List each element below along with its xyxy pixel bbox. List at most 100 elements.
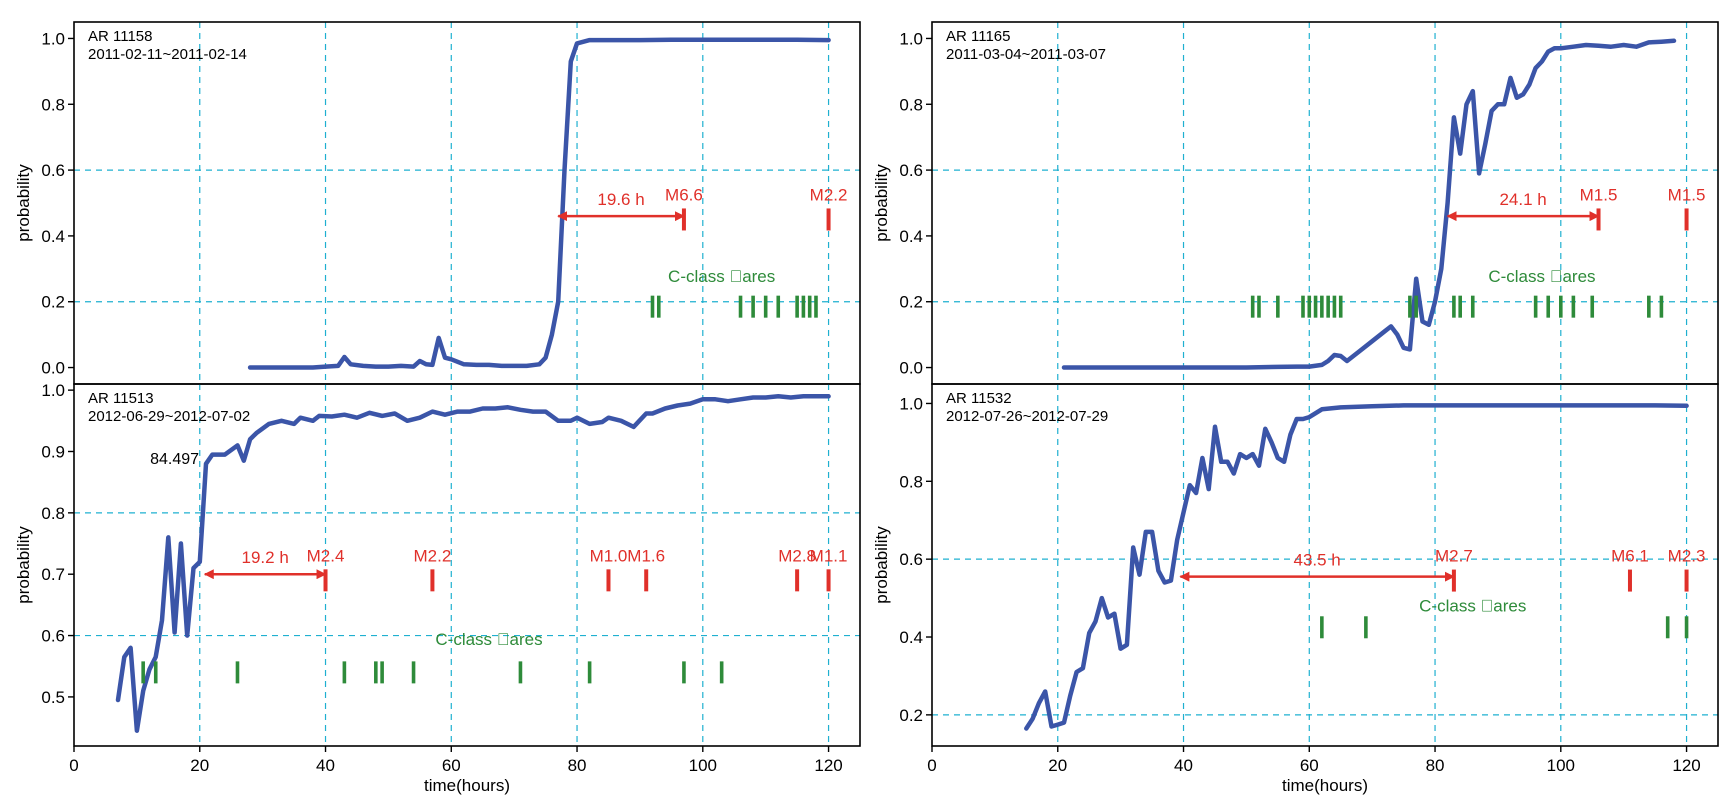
c-flare-marker xyxy=(1301,295,1305,318)
m-flare-marker xyxy=(1596,208,1601,231)
m-flare-marker xyxy=(1684,569,1689,592)
probability-curve xyxy=(115,394,831,733)
value-annotation: 84.497 xyxy=(150,451,199,468)
c-flare-marker xyxy=(1257,295,1261,318)
y-tick-label: 1.0 xyxy=(41,381,65,400)
lead-time-label: 24.1 h xyxy=(1499,190,1546,209)
y-tick-label: 0.5 xyxy=(41,688,65,707)
c-flare-marker xyxy=(1665,616,1670,639)
y-tick-label: 0.2 xyxy=(899,293,923,312)
y-tick-label: 0.0 xyxy=(41,359,65,378)
m-flare-marker xyxy=(795,569,800,592)
x-tick-label: 100 xyxy=(1547,756,1575,775)
c-flare-marker xyxy=(1276,295,1280,318)
m-flare-label: M6.1 xyxy=(1611,547,1649,566)
x-axis-label: time(hours) xyxy=(1282,776,1368,795)
c-flare-marker xyxy=(1414,295,1418,318)
x-tick-label: 0 xyxy=(927,756,936,775)
x-axis-label: time(hours) xyxy=(424,776,510,795)
x-tick-label: 40 xyxy=(1174,756,1193,775)
m-flare-label: M2.7 xyxy=(1435,547,1473,566)
m-flare-label: M6.6 xyxy=(665,185,703,204)
c-flare-marker xyxy=(1364,616,1368,639)
y-tick-label: 0.4 xyxy=(899,628,923,647)
m-flare-marker xyxy=(1627,569,1632,592)
x-tick-label: 80 xyxy=(1426,756,1445,775)
region-label: AR 11532 xyxy=(946,390,1012,407)
c-flare-label: C-class  ares xyxy=(1419,597,1526,616)
date-range-label: 2012-06-29~2012-07-02 xyxy=(88,408,250,425)
y-tick-label: 0.6 xyxy=(899,161,923,180)
c-flare-marker xyxy=(763,295,768,318)
x-tick-label: 60 xyxy=(1300,756,1319,775)
m-flare-marker xyxy=(1451,569,1456,592)
c-flare-marker xyxy=(719,661,724,684)
chart-panel-top-right: 0.0 0.2 0.4 0.6 0.8 1.0 probability AR 11165201… xyxy=(872,21,1719,385)
c-flare-marker xyxy=(374,661,378,684)
c-flare-marker xyxy=(380,661,384,684)
c-flare-marker xyxy=(1559,295,1563,318)
chart-panel-bottom-right: 0.2 0.4 0.6 0.8 1.0 0 20 40 60 80 100 120 probabilit… xyxy=(872,383,1719,795)
c-flare-marker xyxy=(776,295,781,318)
date-range-label: 2011-03-04~2011-03-07 xyxy=(946,46,1106,63)
c-flare-marker xyxy=(1684,616,1689,639)
axes-frame xyxy=(73,21,861,385)
c-flare-label: C-class  ares xyxy=(1488,267,1595,286)
y-tick-label: 1.0 xyxy=(899,394,923,413)
c-flare-marker xyxy=(1571,295,1576,318)
y-tick-label: 1.0 xyxy=(41,29,65,48)
m-flare-label: M2.2 xyxy=(810,185,848,204)
probability-curve xyxy=(247,37,831,370)
c-flare-marker xyxy=(141,661,145,684)
x-tick-label: 0 xyxy=(69,756,78,775)
c-flare-marker xyxy=(801,295,806,318)
y-tick-label: 0.6 xyxy=(41,161,65,180)
m-flare-marker xyxy=(1684,208,1689,231)
c-flare-marker xyxy=(738,295,743,318)
x-tick-label: 100 xyxy=(689,756,717,775)
m-flare-marker xyxy=(681,208,686,231)
x-tick-label: 80 xyxy=(568,756,587,775)
m-flare-marker xyxy=(606,569,611,592)
y-tick-label: 0.8 xyxy=(41,95,65,114)
m-flare-label: M2.2 xyxy=(414,546,452,565)
c-flare-marker xyxy=(342,661,347,684)
c-flare-marker xyxy=(795,295,799,318)
c-flare-marker xyxy=(1659,295,1664,318)
probability-curve xyxy=(1024,403,1689,731)
c-flare-marker xyxy=(656,295,661,318)
y-tick-label: 0.8 xyxy=(899,95,923,114)
x-tick-label: 20 xyxy=(1048,756,1067,775)
c-flare-marker xyxy=(1470,295,1475,318)
y-tick-label: 0.6 xyxy=(41,627,65,646)
x-tick-label: 60 xyxy=(442,756,461,775)
c-flare-marker xyxy=(1250,295,1255,318)
c-flare-marker xyxy=(153,661,158,684)
y-tick-label: 0.7 xyxy=(41,565,65,584)
lead-time-label: 19.2 h xyxy=(242,548,289,567)
m-flare-label: M1.6 xyxy=(627,546,665,565)
c-flare-marker xyxy=(1332,295,1337,318)
y-axis-label: probability xyxy=(872,164,891,242)
y-tick-label: 0.6 xyxy=(899,550,923,569)
chart-panel-top-left: 0.0 0.2 0.4 0.6 0.8 1.0 probability AR 11158201… xyxy=(14,21,861,385)
c-flare-marker xyxy=(1458,295,1462,318)
c-flare-marker xyxy=(1546,295,1551,318)
c-flare-marker xyxy=(650,295,655,318)
c-flare-marker xyxy=(1313,295,1318,318)
c-flare-marker xyxy=(1647,295,1651,318)
c-flare-marker xyxy=(751,295,755,318)
y-tick-label: 0.2 xyxy=(899,706,923,725)
c-flare-marker xyxy=(682,661,686,684)
y-tick-label: 0.4 xyxy=(899,227,923,246)
y-tick-label: 1.0 xyxy=(899,29,923,48)
m-flare-label: M1.5 xyxy=(1580,185,1618,204)
m-flare-marker xyxy=(826,208,831,231)
region-label: AR 11513 xyxy=(88,390,154,407)
y-tick-label: 0.9 xyxy=(41,442,65,461)
y-tick-label: 0.8 xyxy=(899,472,923,491)
m-flare-marker xyxy=(644,569,649,592)
c-flare-marker xyxy=(1533,295,1538,318)
x-tick-label: 120 xyxy=(814,756,842,775)
y-tick-label: 0.4 xyxy=(41,227,65,246)
